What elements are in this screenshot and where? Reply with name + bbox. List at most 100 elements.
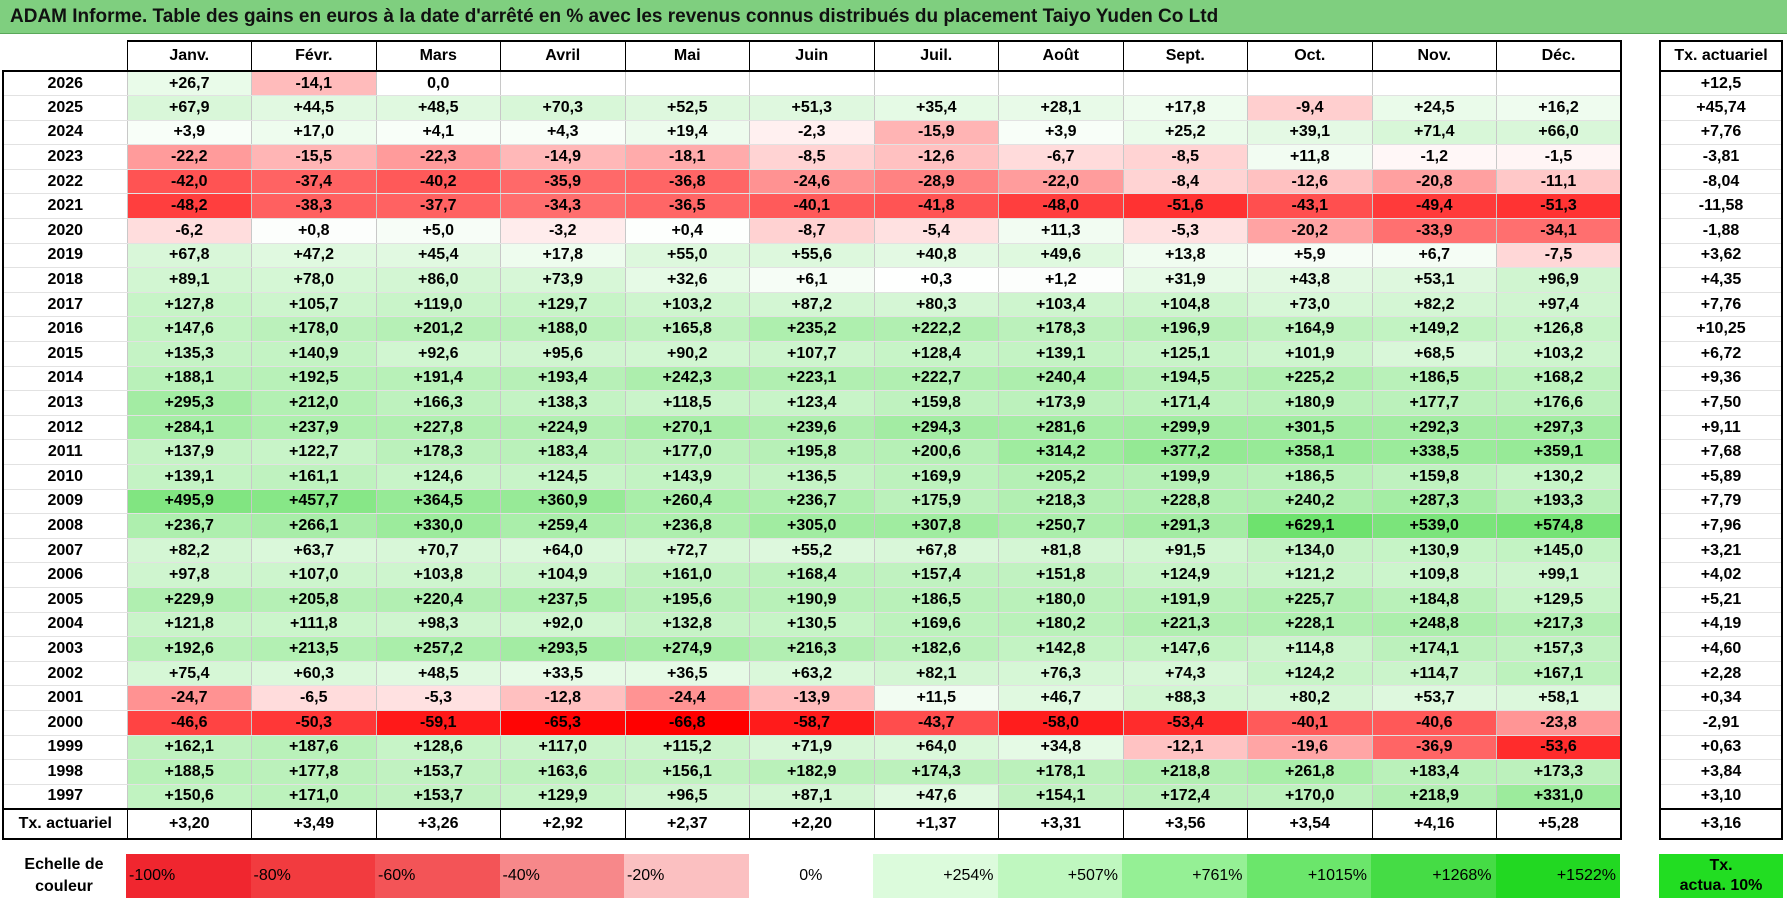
gain-cell: +121,2 <box>1247 562 1372 588</box>
gain-cell: +163,6 <box>500 759 625 785</box>
gain-cell: +55,2 <box>749 538 874 564</box>
gain-cell: +228,1 <box>1247 612 1372 638</box>
gain-cell: +70,3 <box>500 95 625 121</box>
gain-cell: +139,1 <box>998 341 1123 367</box>
gain-cell <box>1496 71 1622 97</box>
gain-cell: +205,8 <box>251 587 376 613</box>
gain-cell: +178,3 <box>998 316 1123 343</box>
gain-cell: +574,8 <box>1496 513 1622 539</box>
gain-cell: -42,0 <box>126 169 252 195</box>
gain-cell: -35,9 <box>500 169 625 195</box>
gain-cell: +235,2 <box>749 316 874 343</box>
gain-cell: -9,4 <box>1247 95 1372 121</box>
gain-cell: +240,4 <box>998 366 1123 392</box>
gain-cell: +48,5 <box>375 95 501 121</box>
gain-cell: +71,4 <box>1371 120 1497 146</box>
gain-cell: +297,3 <box>1496 415 1622 441</box>
gain-cell: -15,5 <box>251 144 376 170</box>
table-row: 2005 +229,9 +205,8 +220,4 +237,5 +195,6 +190,9… <box>2 587 1622 613</box>
gain-cell: +295,3 <box>126 390 252 416</box>
gain-cell: +17,8 <box>1122 95 1248 121</box>
table-row: 2000 -46,6 -50,3 -59,1 -65,3 -66,8 -58,7 -43,7-… <box>2 710 1622 736</box>
table-row: 2008 +236,7 +266,1 +330,0 +259,4 +236,8 +305,0… <box>2 513 1622 539</box>
gain-cell: +205,2 <box>998 464 1123 490</box>
gain-cell: -7,5 <box>1496 243 1622 269</box>
gain-cell: +68,5 <box>1371 341 1497 367</box>
actuarial-row-cell: +0,63 <box>1659 735 1783 761</box>
table-row: 2022 -42,0 -37,4 -40,2 -35,9 -36,8 -24,6 -28,9-… <box>2 169 1622 195</box>
gain-cell: +227,8 <box>375 415 501 441</box>
gain-cell: -66,8 <box>624 710 750 736</box>
gain-cell: +164,9 <box>1247 316 1372 343</box>
gain-cell: +125,1 <box>1122 341 1248 367</box>
actuarial-value: +12,5 <box>1659 71 1783 97</box>
gain-cell: +266,1 <box>251 513 376 539</box>
year-label: 2026 <box>2 71 127 97</box>
gain-cell: +34,8 <box>998 735 1123 761</box>
table-row: 2011 +137,9 +122,7 +178,3 +183,4 +177,0 +195,8… <box>2 439 1622 465</box>
actuarial-value: +2,28 <box>1659 661 1783 687</box>
actuarial-row-cell: -11,58 <box>1659 193 1783 220</box>
table-row: 2021 -48,2 -38,3 -37,7 -34,3 -36,5 -40,1 -41,8-… <box>2 193 1622 220</box>
actuarial-value: +5,21 <box>1659 587 1783 613</box>
gain-cell: +58,1 <box>1496 685 1622 711</box>
month-header: Déc. <box>1496 40 1622 72</box>
gain-cell: +55,6 <box>749 243 874 269</box>
gain-cell: +169,9 <box>873 464 999 490</box>
year-label: 2025 <box>2 95 127 121</box>
actuarial-month-value: +1,37 <box>873 808 999 840</box>
gain-cell: +128,4 <box>873 341 999 367</box>
actuarial-row-cell: -3,81 <box>1659 144 1783 170</box>
table-row: 2017 +127,8 +105,7 +119,0 +129,7 +103,2 +87,2 +… <box>2 292 1622 318</box>
gain-cell: +299,9 <box>1122 415 1248 441</box>
gain-cell: +132,8 <box>624 612 750 638</box>
actuarial-value: -8,04 <box>1659 169 1783 195</box>
gain-cell: +213,5 <box>251 636 376 662</box>
gain-cell: +88,3 <box>1122 685 1248 711</box>
gain-cell: +124,5 <box>500 464 625 490</box>
gain-cell: -34,1 <box>1496 218 1622 244</box>
gain-cell: -40,2 <box>375 169 501 195</box>
gain-cell: +196,9 <box>1122 316 1248 343</box>
gain-cell: +171,0 <box>251 784 376 810</box>
year-label: 2007 <box>2 538 127 564</box>
table-row: 2009 +495,9 +457,7 +364,5 +360,9 +260,4 +236,7… <box>2 489 1622 515</box>
actuarial-value: +10,25 <box>1659 316 1783 343</box>
actuarial-row-cell: +3,10 <box>1659 784 1783 810</box>
gain-cell: +360,9 <box>500 489 625 515</box>
table-row: 2014 +188,1 +192,5 +191,4 +193,4 +242,3 +223,1… <box>2 366 1622 392</box>
gain-cell: +6,7 <box>1371 243 1497 269</box>
gain-cell: +40,8 <box>873 243 999 269</box>
actuarial-value: +3,84 <box>1659 759 1783 785</box>
gain-cell: +145,0 <box>1496 538 1622 564</box>
gain-cell: +103,8 <box>375 562 501 588</box>
actuarial-value: +9,11 <box>1659 415 1783 441</box>
gain-cell: +221,3 <box>1122 612 1248 638</box>
gain-cell: +5,9 <box>1247 243 1372 269</box>
gain-cell: +174,1 <box>1371 636 1497 662</box>
gain-cell: +218,9 <box>1371 784 1497 810</box>
color-scale-label-line2: couleur <box>35 878 93 895</box>
color-scale-label-line1: Echelle de <box>24 856 104 873</box>
month-header: Févr. <box>251 40 376 72</box>
gain-cell: +121,8 <box>126 612 252 638</box>
gain-cell: +218,3 <box>998 489 1123 515</box>
gain-cell: +168,4 <box>749 562 874 588</box>
gain-cell: -12,8 <box>500 685 625 711</box>
gain-cell: -2,3 <box>749 120 874 146</box>
gain-cell: +46,7 <box>998 685 1123 711</box>
gain-cell: +182,6 <box>873 636 999 662</box>
year-label: 2003 <box>2 636 127 662</box>
year-label: 2023 <box>2 144 127 170</box>
gain-cell: +177,0 <box>624 439 750 465</box>
gain-cell: +154,1 <box>998 784 1123 810</box>
gain-cell: +161,1 <box>251 464 376 490</box>
gain-cell: -48,2 <box>126 193 252 220</box>
gain-cell: +364,5 <box>375 489 501 515</box>
table-row: 2004 +121,8 +111,8 +98,3 +92,0 +132,8 +130,5 +1… <box>2 612 1622 638</box>
color-scale-swatch: 0% <box>748 854 873 898</box>
gain-cell: +31,9 <box>1122 267 1248 293</box>
color-scale-swatch: -60% <box>375 854 500 898</box>
gain-cell: -36,9 <box>1371 735 1497 761</box>
gain-cell: +143,9 <box>624 464 750 490</box>
